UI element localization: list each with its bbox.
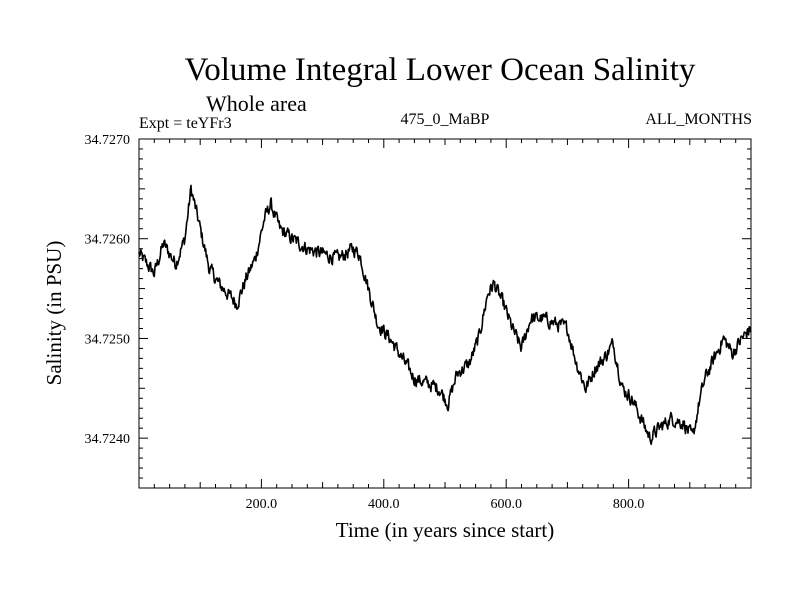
x-tick-label: 600.0 <box>490 497 522 512</box>
y-tick-label: 34.7240 <box>85 432 131 447</box>
x-tick-label: 800.0 <box>613 497 645 512</box>
series-line <box>138 184 752 446</box>
chart-title: Volume Integral Lower Ocean Salinity <box>185 52 696 88</box>
header-left: Expt = teYFr3 <box>139 115 232 132</box>
chart-subtitle: Whole area <box>206 91 307 116</box>
header-center: 475_0_MaBP <box>401 111 490 128</box>
y-tick-label: 34.7260 <box>85 233 131 248</box>
axis-ticks <box>139 139 751 488</box>
y-tick-label: 34.7270 <box>85 133 131 148</box>
x-axis-label: Time (in years since start) <box>336 518 555 542</box>
x-tick-label: 400.0 <box>368 497 400 512</box>
y-tick-label: 34.7250 <box>85 332 131 347</box>
y-axis-label: Salinity (in PSU) <box>42 241 66 386</box>
header-right: ALL_MONTHS <box>645 111 752 128</box>
x-tick-label: 200.0 <box>246 497 278 512</box>
axis-tick-labels: 200.0 400.0 600.0 800.0 34.7240 34.7250 34.726… <box>85 133 645 512</box>
